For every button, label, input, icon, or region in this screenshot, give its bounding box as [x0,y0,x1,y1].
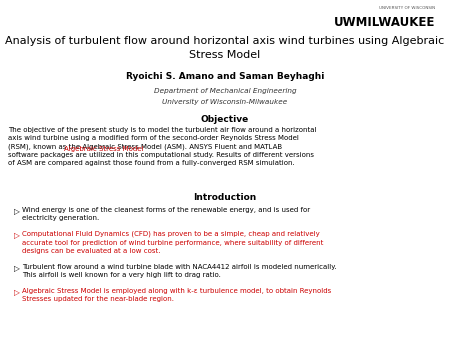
Text: Stress Model: Stress Model [189,50,261,60]
Text: Algebraic Stress Model is employed along with k-ε turbulence model, to obtain Re: Algebraic Stress Model is employed along… [22,288,331,302]
Text: Analysis of turbulent flow around horizontal axis wind turbines using Algebraic: Analysis of turbulent flow around horizo… [5,36,445,46]
Text: ▷: ▷ [14,231,20,240]
Text: Objective: Objective [201,115,249,124]
Text: ▷: ▷ [14,207,20,216]
Text: Turbulent flow around a wind turbine blade with NACA4412 airfoil is modeled nume: Turbulent flow around a wind turbine bla… [22,264,337,278]
Text: UNIVERSITY OF WISCONSIN: UNIVERSITY OF WISCONSIN [379,6,435,10]
Text: Department of Mechanical Engineering: Department of Mechanical Engineering [154,88,296,94]
Text: University of Wisconsin-Milwaukee: University of Wisconsin-Milwaukee [162,99,288,105]
Text: Computational Fluid Dynamics (CFD) has proven to be a simple, cheap and relative: Computational Fluid Dynamics (CFD) has p… [22,231,324,254]
Text: Introduction: Introduction [194,193,256,202]
Text: Algebraic Stress Model: Algebraic Stress Model [63,146,143,152]
Text: Ryoichi S. Amano and Saman Beyhaghi: Ryoichi S. Amano and Saman Beyhaghi [126,72,324,81]
Text: UWMILWAUKEE: UWMILWAUKEE [333,16,435,29]
Text: ▷: ▷ [14,264,20,273]
Text: The objective of the present study is to model the turbulent air flow around a h: The objective of the present study is to… [8,127,316,167]
Text: Wind energy is one of the cleanest forms of the renewable energy, and is used fo: Wind energy is one of the cleanest forms… [22,207,310,221]
Text: ▷: ▷ [14,288,20,297]
